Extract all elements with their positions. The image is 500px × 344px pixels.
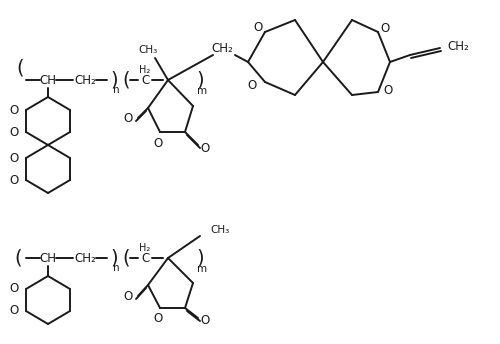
Text: ): ) — [110, 71, 118, 89]
Text: C: C — [141, 251, 149, 265]
Text: O: O — [10, 173, 18, 186]
Text: n: n — [112, 263, 119, 273]
Text: H₂: H₂ — [140, 243, 150, 253]
Text: O: O — [154, 312, 162, 324]
Text: (: ( — [122, 248, 130, 268]
Text: ): ) — [196, 71, 203, 89]
Text: O: O — [10, 304, 18, 318]
Text: O: O — [384, 84, 392, 97]
Text: CH₃: CH₃ — [138, 45, 158, 55]
Text: ): ) — [196, 248, 203, 268]
Text: O: O — [254, 21, 262, 33]
Text: O: O — [10, 104, 18, 117]
Text: (: ( — [16, 58, 24, 77]
Text: m: m — [197, 86, 207, 96]
Text: CH₂: CH₂ — [74, 251, 96, 265]
Text: (: ( — [14, 248, 22, 268]
Text: O: O — [10, 151, 18, 164]
Text: CH₂: CH₂ — [447, 40, 469, 53]
Text: O: O — [124, 111, 132, 125]
Text: H₂: H₂ — [140, 65, 150, 75]
Text: (: ( — [122, 71, 130, 89]
Text: m: m — [197, 264, 207, 274]
Text: O: O — [380, 22, 390, 34]
Text: O: O — [10, 282, 18, 295]
Text: O: O — [248, 78, 256, 92]
Text: O: O — [154, 137, 162, 150]
Text: CH: CH — [40, 74, 56, 86]
Text: O: O — [10, 126, 18, 139]
Text: ): ) — [110, 248, 118, 268]
Text: O: O — [200, 141, 209, 154]
Text: C: C — [141, 74, 149, 86]
Text: O: O — [124, 290, 132, 302]
Text: CH: CH — [40, 251, 56, 265]
Text: CH₂: CH₂ — [211, 42, 233, 54]
Text: CH₃: CH₃ — [210, 225, 230, 235]
Text: CH₂: CH₂ — [74, 74, 96, 86]
Text: O: O — [200, 313, 209, 326]
Text: n: n — [112, 85, 119, 95]
